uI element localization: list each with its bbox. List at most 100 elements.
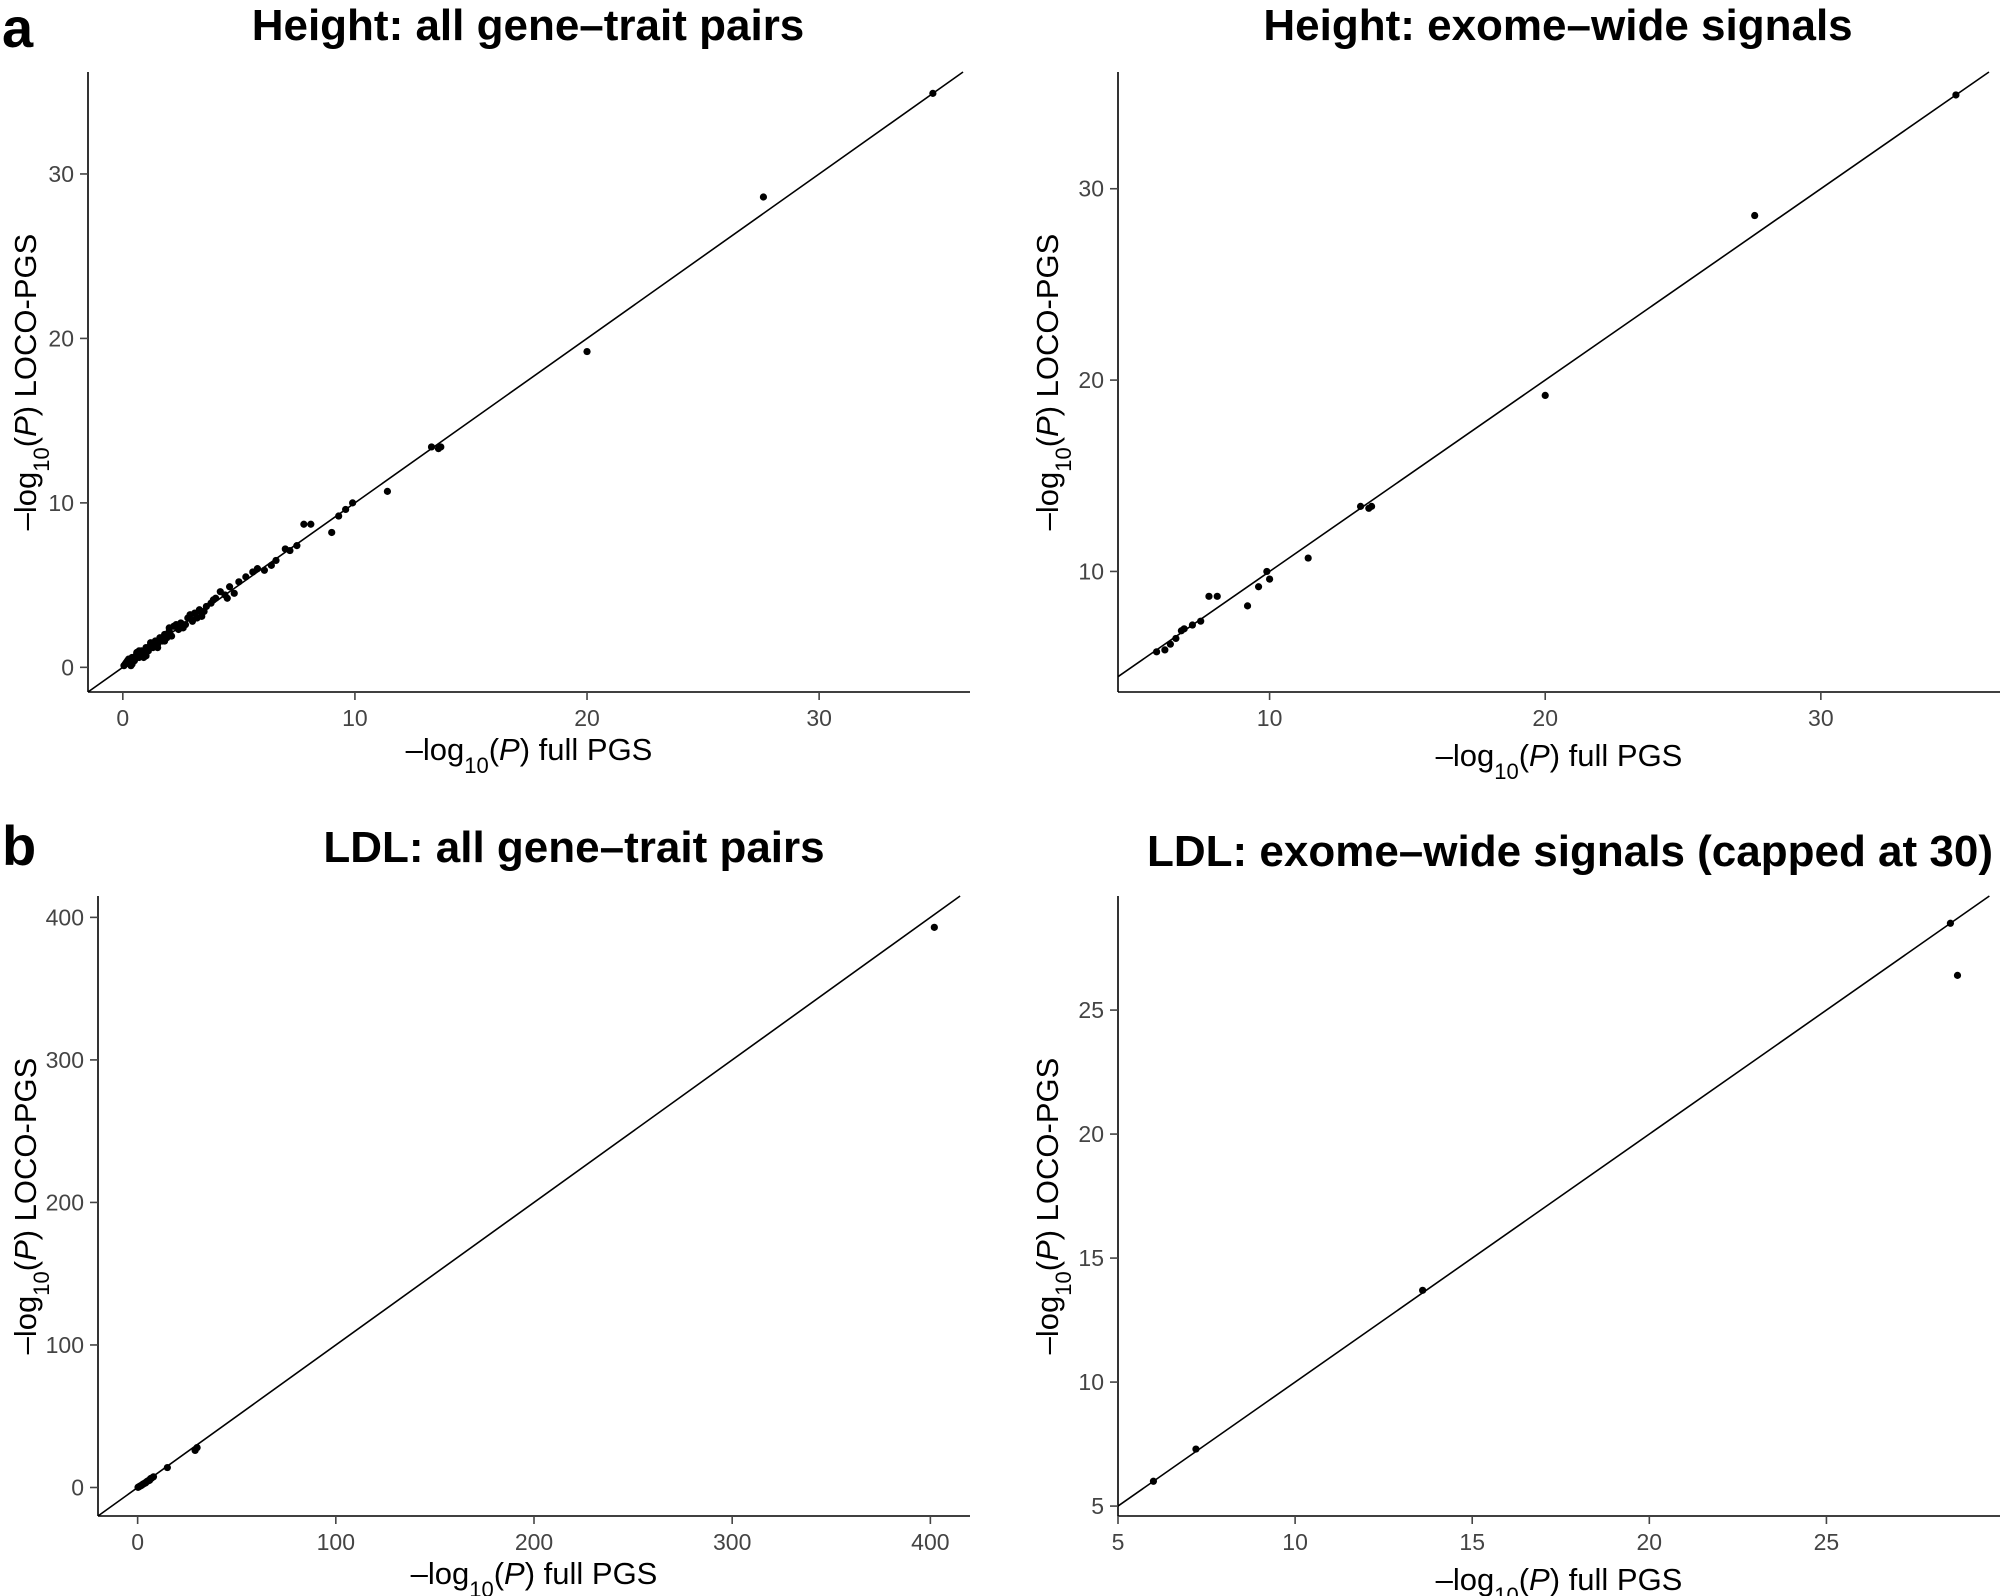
y-axis-label: –log10(P) LOCO-PGS xyxy=(1030,1058,1076,1355)
plot-title: Height: exome–wide signals xyxy=(1263,1,1852,50)
y-tick-label: 25 xyxy=(1078,997,1104,1023)
data-point xyxy=(209,596,217,604)
y-tick-label: 5 xyxy=(1091,1493,1104,1519)
data-point xyxy=(135,647,143,655)
data-point xyxy=(1263,567,1271,576)
data-point xyxy=(160,637,169,645)
data-point xyxy=(1205,592,1213,600)
x-axis-label: –log10(P) full PGS xyxy=(1436,1562,1683,1596)
plot-title: Height: all gene–trait pairs xyxy=(252,1,805,50)
data-point xyxy=(142,652,150,660)
data-point xyxy=(179,624,187,632)
y-tick-label: 400 xyxy=(46,904,84,930)
x-tick-label: 200 xyxy=(515,1529,553,1555)
y-tick-label: 20 xyxy=(1078,367,1104,393)
scatter-plot-3: LDL: all gene–trait pairs 0 100 200 300 400 0 1… xyxy=(8,823,970,1596)
data-point xyxy=(349,499,357,507)
data-point xyxy=(242,573,250,581)
x-axis-label: –log10(P) full PGS xyxy=(411,1556,658,1596)
data-point xyxy=(191,1446,199,1455)
data-point xyxy=(260,566,268,574)
data-point xyxy=(759,193,768,201)
data-point xyxy=(383,487,392,495)
plot-title: LDL: exome–wide signals (capped at 30) xyxy=(1147,827,1993,876)
data-point xyxy=(1541,391,1549,399)
x-tick-label: 15 xyxy=(1459,1529,1485,1555)
data-point xyxy=(1367,502,1376,510)
data-point xyxy=(134,1483,142,1491)
data-point xyxy=(1265,575,1274,583)
panel-letter-b: b xyxy=(2,814,37,877)
data-point xyxy=(172,620,180,629)
data-point xyxy=(249,568,257,576)
data-point xyxy=(929,89,937,97)
y-tick-label: 15 xyxy=(1078,1245,1104,1271)
y-tick-label: 300 xyxy=(46,1047,84,1073)
data-point xyxy=(1946,919,1955,927)
data-point xyxy=(235,578,243,586)
identity-line xyxy=(87,71,964,693)
y-tick-label: 20 xyxy=(1078,1121,1104,1147)
y-tick-label: 0 xyxy=(71,1474,84,1500)
scatter-plot-1: Height: all gene–trait pairs 0 10 20 30 0 10 20… xyxy=(8,1,970,778)
data-point xyxy=(293,542,301,550)
data-point xyxy=(281,545,289,553)
data-point xyxy=(1192,1445,1200,1453)
y-tick-label: 100 xyxy=(46,1332,84,1358)
data-point xyxy=(1953,971,1962,979)
data-point xyxy=(223,594,231,602)
x-tick-label: 20 xyxy=(574,705,600,731)
data-point xyxy=(300,520,308,528)
y-tick-label: 10 xyxy=(48,490,74,516)
data-point xyxy=(1243,602,1252,610)
y-tick-label: 30 xyxy=(1078,176,1104,202)
data-point xyxy=(1356,502,1365,510)
scatter-plot-4: LDL: exome–wide signals (capped at 30) 5 1… xyxy=(1030,827,2000,1596)
x-tick-label: 400 xyxy=(911,1529,949,1555)
data-point xyxy=(186,611,194,619)
data-point xyxy=(335,512,343,520)
data-point xyxy=(1161,646,1169,654)
x-tick-label: 300 xyxy=(713,1529,751,1555)
identity-line xyxy=(1117,895,1990,1507)
data-point xyxy=(198,612,206,620)
data-point xyxy=(1419,1286,1427,1294)
data-point xyxy=(1197,617,1205,625)
data-point xyxy=(427,443,436,451)
data-point xyxy=(1177,627,1185,635)
data-point xyxy=(1152,648,1161,656)
x-tick-label: 0 xyxy=(116,705,129,731)
data-point xyxy=(163,1463,171,1472)
data-point xyxy=(437,443,445,451)
y-tick-label: 10 xyxy=(1078,558,1104,584)
x-tick-label: 30 xyxy=(806,705,832,731)
data-point xyxy=(930,923,938,931)
x-tick-label: 20 xyxy=(1637,1529,1663,1555)
data-point xyxy=(120,662,128,670)
data-point xyxy=(1166,640,1174,648)
data-point xyxy=(307,520,315,528)
identity-line xyxy=(1117,71,1990,678)
x-tick-label: 100 xyxy=(317,1529,355,1555)
x-tick-label: 25 xyxy=(1814,1529,1840,1555)
x-tick-label: 0 xyxy=(131,1529,144,1555)
data-point xyxy=(342,505,350,514)
data-point xyxy=(272,556,280,565)
data-point xyxy=(154,643,162,652)
panel-letter-a: a xyxy=(2,0,34,59)
data-point xyxy=(1213,592,1221,600)
data-point xyxy=(147,639,155,647)
x-tick-label: 20 xyxy=(1532,705,1558,731)
data-point xyxy=(267,561,275,569)
x-tick-label: 30 xyxy=(1808,705,1834,731)
scatter-plot-2: Height: exome–wide signals 10 20 30 10 20 30 –l… xyxy=(1030,1,2000,784)
data-point xyxy=(1952,91,1960,99)
y-axis-label: –log10(P) LOCO-PGS xyxy=(8,234,54,531)
x-axis-label: –log10(P) full PGS xyxy=(1436,738,1683,784)
data-point xyxy=(225,583,234,591)
y-axis-label: –log10(P) LOCO-PGS xyxy=(8,1058,54,1355)
y-tick-label: 0 xyxy=(61,654,74,680)
y-tick-label: 30 xyxy=(48,161,74,187)
data-point xyxy=(1254,583,1263,591)
